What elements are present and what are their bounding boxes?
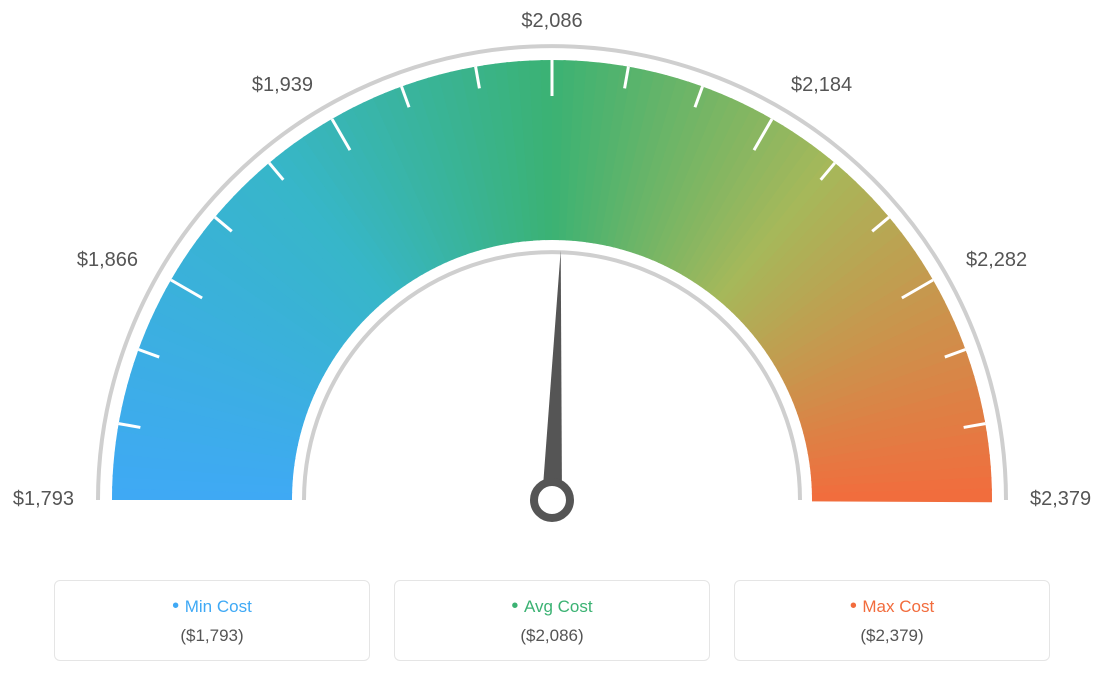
legend-card-avg: Avg Cost ($2,086) [394,580,710,661]
legend-row: Min Cost ($1,793) Avg Cost ($2,086) Max … [54,580,1050,661]
gauge-tick-label: $2,379 [1030,488,1100,511]
legend-value-avg: ($2,086) [395,626,709,646]
legend-title-min: Min Cost [55,595,369,618]
legend-card-min: Min Cost ($1,793) [54,580,370,661]
gauge-tick-label: $1,793 [4,488,74,511]
gauge-tick-label: $2,184 [791,74,861,97]
gauge-chart: $1,793 $1,866 $1,939 $2,086 $2,184 $2,282 $2,3… [0,0,1104,560]
gauge-needle-hub [534,482,570,518]
gauge-tick-label: $2,282 [966,249,1036,272]
legend-title-avg: Avg Cost [395,595,709,618]
legend-card-max: Max Cost ($2,379) [734,580,1050,661]
gauge-tick-label: $2,086 [517,10,587,33]
legend-value-min: ($1,793) [55,626,369,646]
legend-title-max: Max Cost [735,595,1049,618]
gauge-needle [542,250,562,500]
legend-value-max: ($2,379) [735,626,1049,646]
gauge-tick-label: $1,866 [68,249,138,272]
gauge-tick-label: $1,939 [243,74,313,97]
